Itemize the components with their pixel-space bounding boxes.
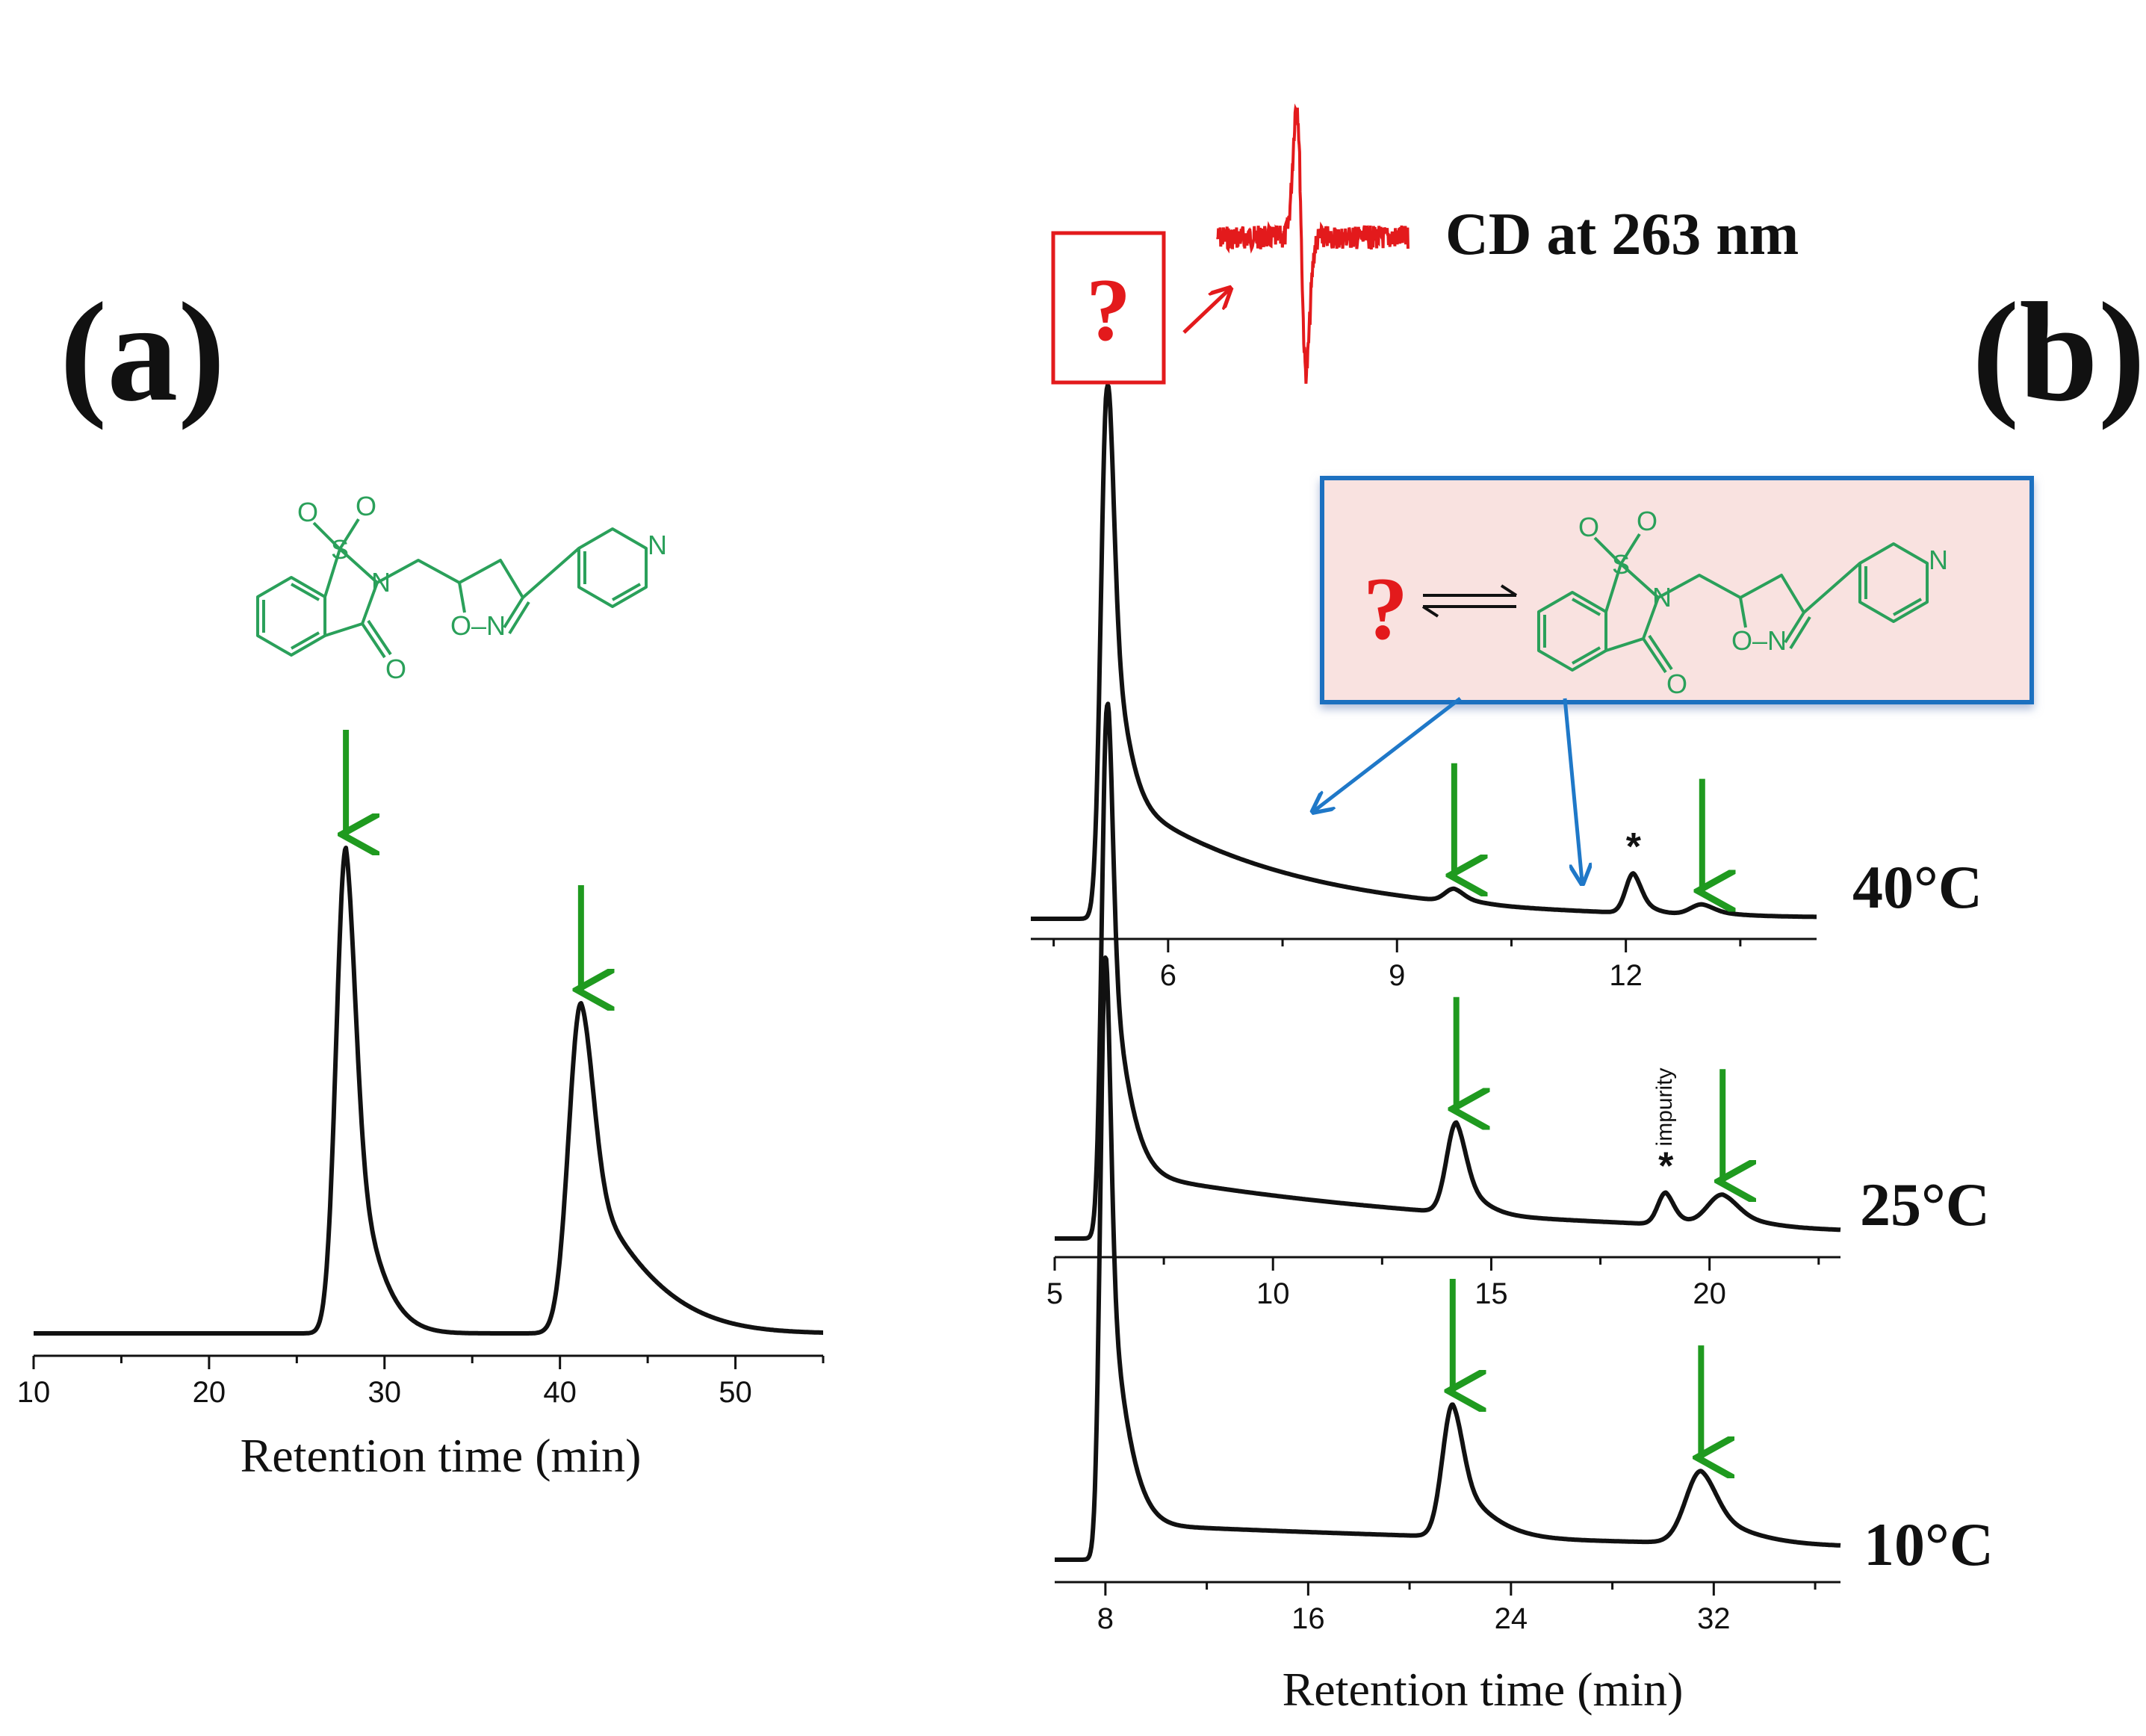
cd-label: CD at 263 nm <box>1445 202 1799 267</box>
trace-b-40 <box>1029 382 1818 921</box>
atom-o-sulfonyl-2: O <box>356 491 376 521</box>
equilibrium-box-frame <box>1320 476 2034 704</box>
temp-label-40c: 40°C <box>1852 853 1982 921</box>
atom-n-pyridine: N <box>648 530 667 560</box>
blue-arrow-right <box>1563 698 1582 881</box>
atom-o-n-ring: O–N <box>1731 625 1787 656</box>
x-tick-label-b-25: 5 <box>1046 1277 1063 1310</box>
trace-b-25 <box>1053 701 1842 1241</box>
x-axis-title-b: Retention time (min) <box>1283 1663 1684 1716</box>
panel-a-label: (a) <box>60 274 226 431</box>
atom-o-carbonyl: O <box>385 654 406 684</box>
atom-o-sulfonyl-1: O <box>297 497 318 527</box>
x-tick-label-b-40: 12 <box>1609 959 1643 992</box>
blue-arrow-left <box>1315 697 1462 810</box>
trace-b-10 <box>1053 955 1842 1562</box>
x-tick-label-b-10: 32 <box>1697 1602 1731 1635</box>
molecule-structure-b: SNO OOO–NN <box>1536 506 1948 699</box>
x-tick-label-a: 50 <box>719 1376 752 1409</box>
x-tick-label-b-10: 16 <box>1291 1602 1325 1635</box>
atom-s: S <box>331 534 349 565</box>
atom-o-sulfonyl-2: O <box>1637 506 1657 536</box>
atom-o-sulfonyl-1: O <box>1578 512 1599 542</box>
x-tick-label-a: 30 <box>368 1376 402 1409</box>
x-tick-label-a: 20 <box>193 1376 226 1409</box>
cd-spectrum-trace <box>1216 103 1410 384</box>
atom-s: S <box>1612 549 1630 580</box>
x-tick-label-b-25: 10 <box>1256 1277 1290 1310</box>
equilibrium-box: ? SNO OOO–NN <box>1320 476 2034 704</box>
atom-n-imide: N <box>371 567 391 598</box>
trace-a <box>32 846 825 1336</box>
chart-b-40c: 6 9 12 * <box>1029 382 1818 992</box>
question-box <box>1051 231 1166 385</box>
temp-label-25c: 25°C <box>1860 1171 1990 1239</box>
molecule-structure-a: SNO OOO–NN <box>255 491 667 684</box>
chart-b-10c: 8 16 24 32 <box>1053 955 1842 1635</box>
x-tick-label-a: 40 <box>543 1376 577 1409</box>
atom-n-imide: N <box>1652 582 1672 613</box>
x-axis-title-a: Retention time (min) <box>241 1429 642 1482</box>
atom-n-pyridine: N <box>1929 545 1948 575</box>
x-tick-label-a: 10 <box>17 1376 51 1409</box>
impurity-label: impurity <box>1652 1067 1677 1146</box>
x-tick-label-b-10: 8 <box>1097 1602 1114 1635</box>
red-pointer-arrow <box>1182 290 1229 334</box>
atom-o-carbonyl: O <box>1666 669 1687 699</box>
panel-b-label: (b) <box>1972 274 2145 431</box>
impurity-asterisk-b-40: * <box>1626 825 1642 869</box>
x-tick-label-b-40: 6 <box>1160 959 1176 992</box>
x-tick-label-b-25: 20 <box>1693 1277 1726 1310</box>
chart-b-25c: 5 10 15 20*impurity <box>1046 701 1842 1310</box>
x-tick-label-b-40: 9 <box>1389 959 1405 992</box>
temp-label-10c: 10°C <box>1864 1510 1994 1578</box>
x-tick-label-b-10: 24 <box>1495 1602 1528 1635</box>
equilibrium-arrows <box>1421 584 1518 618</box>
chart-a: 10 20 30 40 50 <box>17 730 825 1409</box>
question-mark-box: ? <box>1086 260 1131 359</box>
question-mark-equilibrium: ? <box>1363 559 1408 658</box>
x-tick-label-b-25: 15 <box>1474 1277 1508 1310</box>
atom-o-n-ring: O–N <box>450 610 506 641</box>
impurity-asterisk-b-25: * <box>1658 1144 1674 1188</box>
